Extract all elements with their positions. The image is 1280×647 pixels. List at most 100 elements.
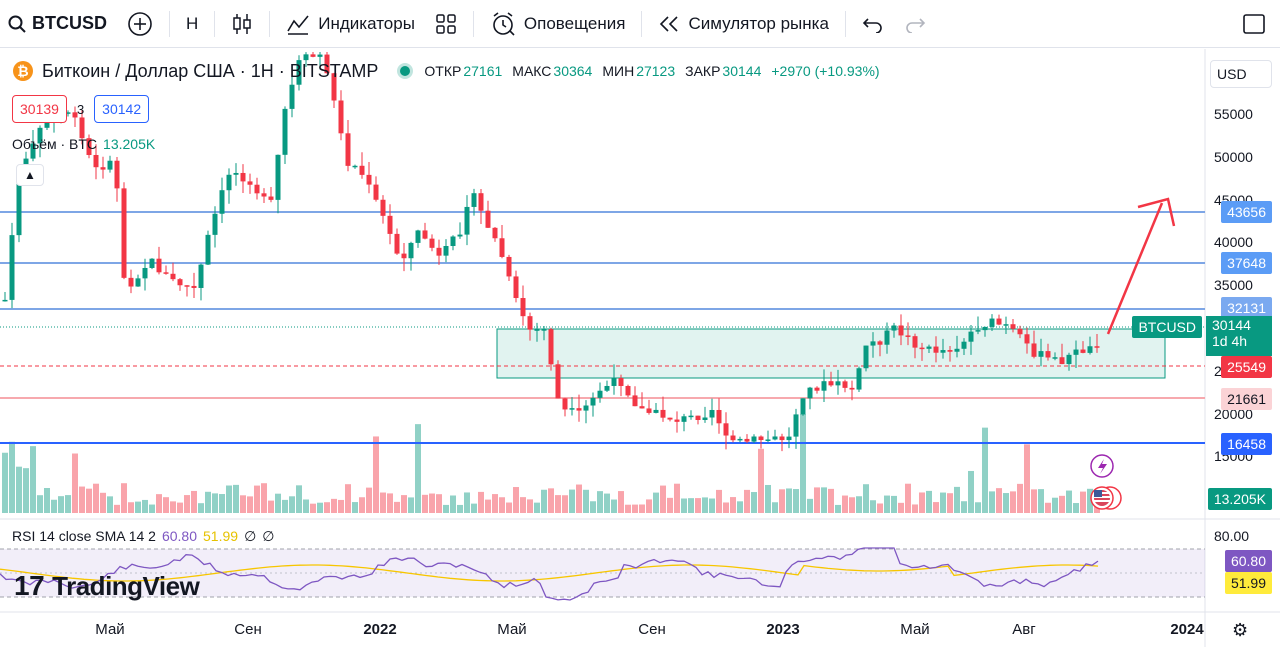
replay-button[interactable]: Симулятор рынка (648, 0, 838, 48)
volume-bar (982, 427, 988, 513)
volume-bar (807, 498, 813, 513)
candle-body (576, 408, 582, 411)
volume-bar (1031, 489, 1037, 513)
chart-type-button[interactable] (221, 0, 263, 48)
candle-body (569, 408, 575, 410)
candle-body (114, 160, 120, 189)
volume-bar (737, 501, 743, 513)
volume-bar (9, 441, 15, 513)
volume-bar (464, 492, 470, 513)
divider (844, 10, 846, 37)
price-chart[interactable] (0, 49, 1280, 647)
volume-bar (485, 499, 491, 513)
interval-button[interactable]: Н (176, 0, 208, 48)
candle-body (282, 108, 288, 155)
volume-bar (58, 496, 64, 513)
volume-bar (310, 503, 316, 513)
volume-bar (352, 502, 358, 513)
volume-bar (1052, 497, 1058, 513)
forecast-arrow-line[interactable] (1106, 202, 1164, 335)
time-axis-label: 2023 (766, 621, 800, 638)
tradingview-logo[interactable]: 17 TradingView (14, 570, 200, 602)
candle-body (1017, 328, 1023, 335)
candle-body (709, 409, 715, 418)
candle-body (1059, 357, 1065, 365)
candle-body (1052, 357, 1058, 359)
volume-bar (338, 499, 344, 513)
volume-bar (380, 492, 386, 513)
candle-body (422, 230, 428, 239)
symbol-title[interactable]: Биткоин / Доллар США · 1Н · BITSTAMP (42, 60, 379, 81)
alerts-button[interactable]: Оповещения (480, 0, 636, 48)
rsi-legend-label: RSI 14 close SMA 14 2 (12, 528, 156, 544)
time-axis-label: Май (95, 621, 125, 638)
volume-legend[interactable]: Объём · BTC 13.205K (12, 136, 155, 152)
volume-bar (149, 504, 155, 513)
volume-bar (1059, 495, 1065, 513)
volume-bar (261, 483, 267, 513)
time-axis-label: Сен (638, 621, 666, 638)
change-value: +2970 (+10.93%) (771, 63, 880, 79)
volume-bar (135, 501, 141, 513)
volume-bar (163, 497, 169, 513)
volume-bar (758, 448, 764, 513)
candle-body (772, 436, 778, 440)
settings-gear-icon[interactable]: ⚙ (1232, 620, 1249, 640)
symbol-search-button[interactable]: BTCUSD (0, 0, 117, 48)
volume-bar (723, 502, 729, 513)
candle-body (373, 184, 379, 200)
volume-bar (79, 486, 85, 513)
buy-button[interactable]: 30142 (94, 95, 150, 123)
volume-bar (856, 496, 862, 513)
price-axis-label: 40000 (1214, 234, 1253, 250)
volume-bar (793, 489, 799, 513)
candle-body (695, 415, 701, 420)
layouts-button[interactable] (425, 0, 467, 48)
volume-bar (1003, 493, 1009, 513)
sell-button[interactable]: 30139 (12, 95, 67, 123)
volume-bar (51, 499, 57, 513)
volume-bar (142, 499, 148, 513)
fullscreen-button[interactable] (1232, 0, 1280, 48)
alarm-clock-icon (493, 11, 515, 36)
forecast-arrow-head (1137, 197, 1176, 227)
volume-bar (541, 489, 547, 513)
grid-icon (436, 13, 456, 34)
compare-button[interactable] (117, 0, 163, 48)
rsi-legend[interactable]: RSI 14 close SMA 14 2 60.80 51.99 ∅ ∅ (12, 528, 274, 545)
currency-selector[interactable]: USD (1210, 60, 1272, 88)
volume-bar (751, 492, 757, 513)
candle-body (758, 436, 764, 441)
price-badge-37648: 37648 (1221, 252, 1272, 274)
candle-body (142, 267, 148, 279)
candle-body (611, 378, 617, 386)
time-axis-label: 2022 (363, 621, 397, 638)
volume-bar (471, 503, 477, 513)
volume-bar (93, 483, 99, 513)
volume-bar (772, 502, 778, 513)
collapse-legend-button[interactable]: ▲ (16, 164, 44, 186)
tv-logo-icon: 17 (14, 570, 45, 601)
volume-bar (940, 492, 946, 513)
undo-button[interactable] (852, 0, 894, 48)
candle-body (1003, 324, 1009, 326)
volume-bar (877, 503, 883, 513)
candle-body (1038, 351, 1044, 357)
volume-bar (345, 484, 351, 513)
redo-button[interactable] (894, 0, 936, 48)
volume-bar (996, 488, 1002, 513)
volume-bar (422, 494, 428, 513)
volume-bar (681, 498, 687, 513)
candle-body (177, 279, 183, 286)
indicators-button[interactable]: Индикаторы (276, 0, 425, 48)
consolidation-rectangle[interactable] (496, 328, 1166, 379)
volume-bar (254, 485, 260, 513)
candle-body (485, 210, 491, 228)
volume-bar (226, 485, 232, 513)
svg-text:₿: ₿ (17, 63, 28, 79)
volume-bar (632, 504, 638, 513)
candle-body (863, 345, 869, 369)
spread-value: 3 (76, 101, 85, 117)
candle-body (191, 285, 197, 288)
candle-body (625, 385, 631, 396)
